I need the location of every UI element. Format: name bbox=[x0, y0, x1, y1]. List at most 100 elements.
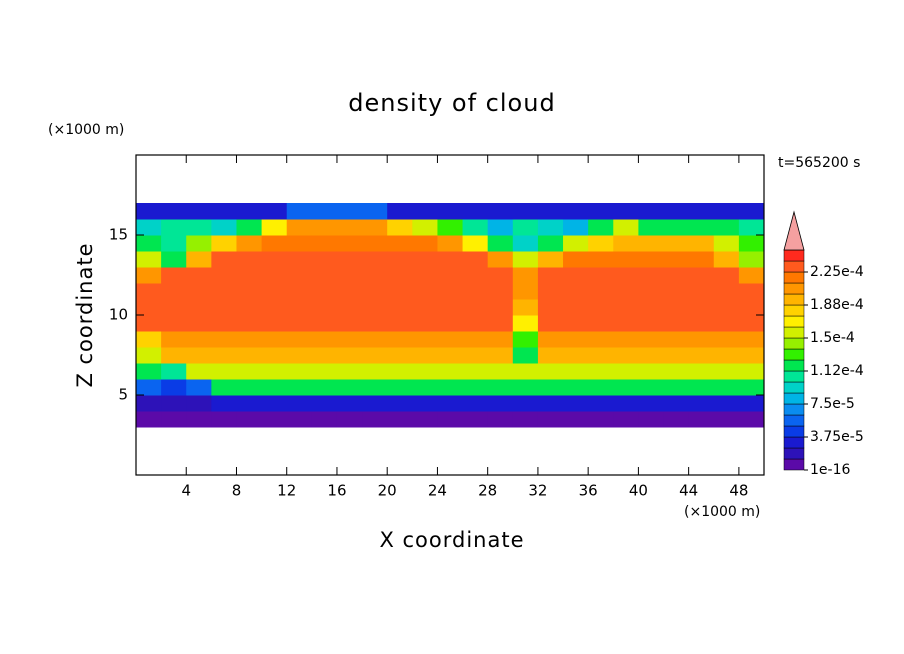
field-cell bbox=[412, 379, 438, 396]
field-cell bbox=[688, 315, 715, 332]
field-cell bbox=[211, 283, 237, 300]
field-cell bbox=[563, 283, 589, 300]
field-cell bbox=[387, 411, 413, 428]
field-cell bbox=[336, 299, 363, 316]
x-tick-label: 24 bbox=[428, 482, 447, 500]
colorbar-band bbox=[783, 403, 805, 416]
field-cell bbox=[512, 331, 539, 348]
x-axis-label: X coordinate bbox=[379, 528, 524, 552]
colorbar-band bbox=[783, 458, 805, 471]
field-cell bbox=[663, 251, 690, 268]
field-cell bbox=[261, 251, 288, 268]
field-cell bbox=[412, 267, 438, 284]
field-cell bbox=[588, 347, 614, 364]
field-cell bbox=[638, 219, 665, 236]
field-cell bbox=[161, 315, 187, 332]
field-cell bbox=[512, 219, 539, 236]
field-cell bbox=[638, 363, 665, 380]
field-cell bbox=[362, 395, 388, 412]
field-cell bbox=[236, 251, 263, 268]
field-cell bbox=[512, 395, 539, 412]
field-cell bbox=[211, 267, 237, 284]
field-cell bbox=[688, 379, 715, 396]
field-cell bbox=[362, 299, 388, 316]
x-tick-label: 20 bbox=[378, 482, 397, 500]
field-cell bbox=[738, 315, 765, 332]
colorbar-band bbox=[783, 304, 805, 317]
field-cell bbox=[462, 347, 489, 364]
field-cell bbox=[613, 219, 639, 236]
field-cell bbox=[136, 411, 162, 428]
field-cell bbox=[311, 219, 338, 236]
field-cell bbox=[336, 203, 363, 220]
field-cell bbox=[688, 267, 715, 284]
field-cell bbox=[311, 363, 338, 380]
field-cell bbox=[186, 347, 212, 364]
field-cell bbox=[688, 283, 715, 300]
field-cell bbox=[136, 283, 162, 300]
field-cell bbox=[713, 251, 740, 268]
field-cell bbox=[412, 251, 438, 268]
field-cell bbox=[537, 315, 564, 332]
chart-title: density of cloud bbox=[348, 89, 555, 117]
field-cell bbox=[387, 347, 413, 364]
field-cell bbox=[462, 235, 489, 252]
colorbar-label: 7.5e-5 bbox=[810, 396, 855, 412]
field-cell bbox=[336, 315, 363, 332]
field-cell bbox=[261, 203, 288, 220]
field-cell bbox=[638, 235, 665, 252]
field-cell bbox=[161, 379, 187, 396]
field-cell bbox=[412, 235, 438, 252]
field-cell bbox=[713, 219, 740, 236]
field-cell bbox=[537, 251, 564, 268]
field-cell bbox=[638, 299, 665, 316]
field-cell bbox=[211, 363, 237, 380]
field-cell bbox=[613, 251, 639, 268]
field-cell bbox=[588, 299, 614, 316]
field-cell bbox=[286, 411, 313, 428]
field-cell bbox=[412, 203, 438, 220]
field-cell bbox=[613, 411, 639, 428]
field-cell bbox=[638, 379, 665, 396]
field-cell bbox=[688, 203, 715, 220]
field-cell bbox=[437, 299, 464, 316]
field-cell bbox=[588, 251, 614, 268]
field-cell bbox=[236, 299, 263, 316]
field-cell bbox=[161, 299, 187, 316]
field-cell bbox=[412, 363, 438, 380]
colorbar-label: 1e-16 bbox=[810, 462, 850, 478]
field-cell bbox=[286, 219, 313, 236]
field-cell bbox=[186, 299, 212, 316]
field-cell bbox=[663, 395, 690, 412]
colorbar-band bbox=[783, 436, 805, 449]
field-cell bbox=[211, 203, 237, 220]
y-axis-label: Z coordinate bbox=[73, 242, 97, 387]
field-cell bbox=[236, 235, 263, 252]
field-cell bbox=[537, 379, 564, 396]
field-cell bbox=[362, 235, 388, 252]
field-cell bbox=[136, 267, 162, 284]
field-cell bbox=[362, 363, 388, 380]
field-cell bbox=[738, 235, 765, 252]
field-cell bbox=[563, 395, 589, 412]
field-cell bbox=[713, 363, 740, 380]
field-cell bbox=[437, 283, 464, 300]
field-cell bbox=[713, 347, 740, 364]
field-cell bbox=[537, 299, 564, 316]
x-tick-label: 28 bbox=[478, 482, 497, 500]
field-cell bbox=[286, 283, 313, 300]
field-cell bbox=[211, 251, 237, 268]
time-label: t=565200 s bbox=[778, 155, 860, 171]
field-cell bbox=[638, 203, 665, 220]
field-cell bbox=[738, 363, 765, 380]
field-cell bbox=[613, 347, 639, 364]
field-cell bbox=[537, 219, 564, 236]
colorbar-band bbox=[783, 293, 805, 306]
field-cell bbox=[186, 203, 212, 220]
field-cell bbox=[613, 331, 639, 348]
field-cell bbox=[161, 347, 187, 364]
field-cell bbox=[713, 267, 740, 284]
field-cell bbox=[336, 283, 363, 300]
field-cell bbox=[336, 219, 363, 236]
field-cell bbox=[738, 347, 765, 364]
